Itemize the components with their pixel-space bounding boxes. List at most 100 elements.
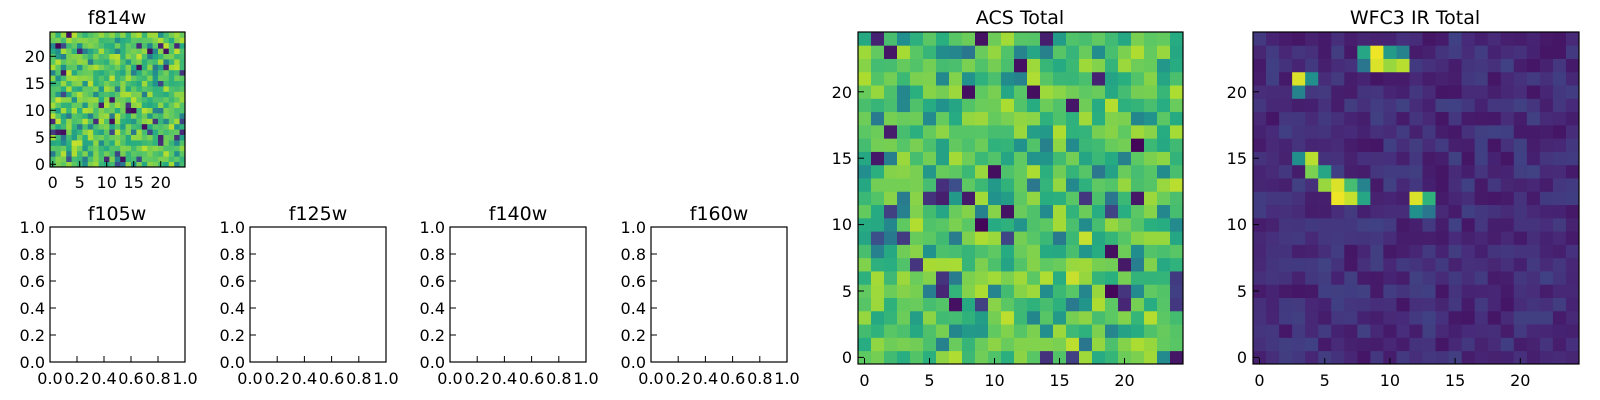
heatmap-cell — [1422, 271, 1436, 285]
heatmap-cell — [60, 75, 67, 81]
heatmap-cell — [1144, 191, 1158, 206]
heatmap-cell — [1565, 124, 1580, 139]
heatmap-cell — [910, 178, 924, 192]
panel-wfc3-ir-total: WFC3 IR Total 0 5 10 15 20 0 5 10 15 20 — [1227, 7, 1580, 390]
heatmap-cell — [1001, 111, 1015, 126]
heatmap-cell — [131, 118, 137, 125]
heatmap-cell — [1001, 350, 1015, 365]
heatmap-cell — [1370, 71, 1384, 86]
heatmap-cell — [910, 324, 924, 338]
heatmap-cell — [136, 32, 143, 38]
heatmap-cell — [1461, 164, 1476, 179]
heatmap-cell — [871, 58, 885, 73]
heatmap-cell — [179, 86, 186, 92]
heatmap-cell — [1131, 350, 1145, 365]
panel-title: ACS Total — [976, 7, 1064, 29]
heatmap-cell — [858, 98, 872, 113]
x-tick-label: 15 — [1445, 371, 1465, 390]
axes-frame — [1252, 31, 1580, 365]
heatmap-cell — [1526, 271, 1541, 285]
panel-title: f814w — [88, 7, 147, 29]
heatmap-cell — [174, 161, 180, 168]
heatmap-cell — [949, 337, 963, 352]
heatmap-cell — [858, 231, 872, 245]
heatmap-cell — [1396, 217, 1410, 232]
heatmap-cell — [858, 244, 872, 259]
heatmap-cell — [936, 217, 950, 232]
heatmap-cell — [114, 32, 121, 38]
heatmap-cell — [1344, 350, 1358, 365]
heatmap-cell — [1053, 310, 1067, 325]
heatmap-cell — [1292, 85, 1306, 99]
heatmap-cell — [82, 59, 89, 65]
heatmap-cell — [1170, 297, 1184, 312]
heatmap-cell — [1170, 85, 1184, 99]
heatmap-cell — [163, 145, 170, 152]
heatmap-cell — [66, 42, 72, 49]
heatmap-cell — [858, 151, 872, 166]
heatmap-cell — [1079, 257, 1093, 272]
heatmap-cell — [1144, 217, 1158, 232]
heatmap-cell — [1357, 32, 1371, 46]
heatmap-cell — [1565, 138, 1580, 152]
heatmap-cell — [1513, 58, 1528, 73]
heatmap-cell — [962, 204, 976, 219]
heatmap-cell — [949, 350, 963, 365]
heatmap-cell — [1118, 217, 1132, 232]
heatmap-cell — [1474, 98, 1489, 113]
heatmap-cell — [1105, 178, 1119, 192]
heatmap-cell — [1066, 297, 1080, 312]
heatmap-cell — [1565, 271, 1580, 285]
heatmap-cell — [1092, 204, 1106, 219]
heatmap-cell — [55, 75, 62, 81]
heatmap-cell — [1092, 164, 1106, 179]
heatmap-cell — [897, 71, 911, 86]
heatmap-cell — [125, 140, 132, 146]
heatmap-cell — [1014, 337, 1028, 352]
heatmap-cell — [147, 75, 153, 81]
heatmap-cell — [82, 80, 89, 87]
heatmap-cell — [71, 123, 78, 130]
heatmap-cell — [147, 150, 153, 157]
heatmap-cell — [884, 310, 898, 325]
x-tick-label: 1.0 — [774, 369, 799, 388]
heatmap-cell — [50, 140, 56, 146]
heatmap-cell — [1157, 297, 1171, 312]
heatmap-cell — [87, 80, 94, 87]
heatmap-cell — [87, 53, 94, 60]
heatmap-cell — [87, 86, 94, 92]
heatmap-cell — [131, 134, 137, 141]
heatmap-cell — [179, 64, 186, 71]
heatmap-cell — [1396, 32, 1410, 46]
heatmap-cell — [1500, 217, 1515, 232]
heatmap-cell — [1409, 231, 1423, 245]
heatmap-cell — [93, 48, 99, 54]
heatmap-cell — [1292, 164, 1306, 179]
heatmap-cell — [1053, 244, 1067, 259]
heatmap-cell — [884, 350, 898, 365]
heatmap-cell — [114, 64, 121, 71]
heatmap-cell — [1079, 178, 1093, 192]
heatmap-cell — [114, 134, 121, 141]
heatmap-cell — [109, 129, 116, 135]
heatmap-cell — [1435, 178, 1449, 192]
heatmap-cell — [1474, 297, 1489, 312]
heatmap-cell — [77, 118, 83, 125]
heatmap-cell — [1565, 337, 1580, 352]
heatmap-cell — [1487, 111, 1502, 126]
heatmap-cell — [975, 244, 989, 259]
heatmap-cell — [1053, 85, 1067, 99]
heatmap-cell — [1027, 191, 1041, 206]
heatmap-cell — [1370, 151, 1384, 166]
heatmap-cell — [1422, 350, 1436, 365]
heatmap-cell — [1279, 32, 1293, 46]
heatmap-cell — [923, 204, 937, 219]
heatmap-cell — [131, 48, 137, 54]
heatmap-cell — [1370, 324, 1384, 338]
heatmap-cell — [152, 129, 159, 135]
heatmap-cell — [87, 156, 94, 162]
heatmap-cell — [1500, 164, 1515, 179]
heatmap-cell — [1500, 284, 1515, 298]
y-tick-label: 20 — [25, 47, 45, 66]
heatmap-cell — [1539, 191, 1554, 206]
